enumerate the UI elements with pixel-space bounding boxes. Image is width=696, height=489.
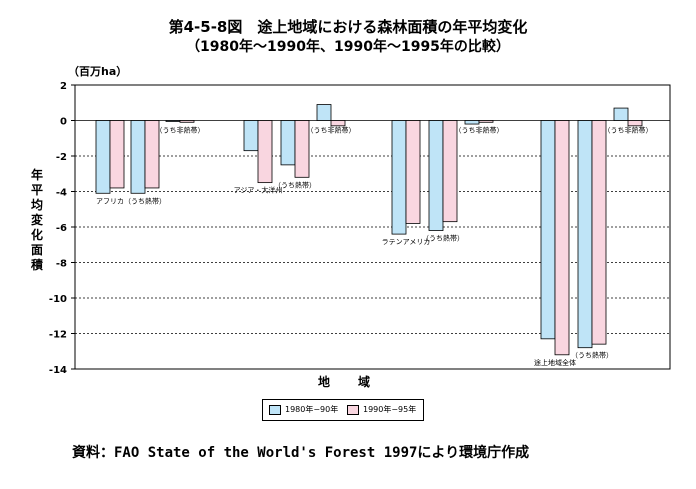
chart-title: 第4-5-8図 途上地域における森林面積の年平均変化	[168, 18, 528, 36]
legend-swatch-series2	[347, 404, 359, 415]
category-label: （うち非熱帯）	[604, 126, 653, 135]
y-tick-label: 0	[60, 117, 67, 128]
bar	[165, 120, 181, 122]
bar	[280, 120, 296, 166]
bar	[294, 120, 310, 178]
bar	[554, 120, 570, 356]
bar	[391, 120, 407, 235]
x-axis-label: 地 域	[317, 375, 378, 389]
bar	[109, 120, 125, 189]
category-label: （うち熱帯）	[422, 234, 464, 243]
bar	[130, 120, 146, 194]
legend-label-series1: 1980年−90年	[285, 405, 339, 414]
bar	[179, 120, 195, 123]
y-tick-label: -10	[49, 294, 67, 305]
y-tick-label: -8	[56, 259, 67, 270]
bar	[540, 120, 556, 340]
bar	[243, 120, 259, 152]
y-tick-label: -6	[56, 223, 67, 234]
category-label: （うち非熱帯）	[455, 126, 504, 135]
legend-swatch-series1	[269, 404, 281, 415]
y-tick-label: 2	[60, 81, 67, 92]
category-label: ラテンアメリカ	[382, 238, 431, 246]
category-label: （うち非熱帯）	[307, 126, 356, 135]
source-note: 資料：FAO State of the World's Forest 1997に…	[72, 445, 530, 461]
y-tick-label: -4	[56, 188, 67, 199]
legend-item-series2: 1990年−95年	[347, 404, 416, 415]
category-label: （うち熱帯）	[124, 196, 166, 205]
legend: 1980年−90年 1990年−95年	[262, 399, 424, 421]
bar	[330, 120, 346, 127]
bar	[405, 120, 421, 224]
y-tick-label: -14	[49, 365, 67, 376]
y-tick-label: -2	[56, 152, 67, 163]
legend-item-series1: 1980年−90年	[269, 404, 338, 415]
category-label: アジア・大洋州	[234, 186, 283, 195]
category-label: アフリカ	[96, 197, 124, 205]
category-label: 途上地域全体	[534, 358, 576, 367]
bar	[95, 120, 111, 194]
bar	[613, 107, 629, 121]
category-label: （うち非熱帯）	[156, 126, 205, 135]
bar	[464, 120, 480, 125]
bar	[478, 120, 494, 123]
bar	[316, 104, 332, 121]
bar	[257, 120, 273, 184]
legend-label-series2: 1990年−95年	[363, 405, 417, 414]
bar	[577, 120, 593, 349]
category-label: （うち熱帯）	[274, 180, 316, 189]
bar	[591, 120, 607, 345]
bar	[627, 120, 643, 127]
category-label: （うち熱帯）	[571, 351, 613, 360]
bar	[144, 120, 160, 189]
y-axis-label: 年平均変化面積	[30, 168, 43, 272]
y-tick-label: -12	[49, 330, 67, 341]
unit-label: （百万ha）	[68, 65, 128, 78]
bar	[428, 120, 444, 231]
bar	[442, 120, 458, 223]
chart-subtitle: （1980年～1990年、1990年～1995年の比較）	[186, 39, 510, 55]
